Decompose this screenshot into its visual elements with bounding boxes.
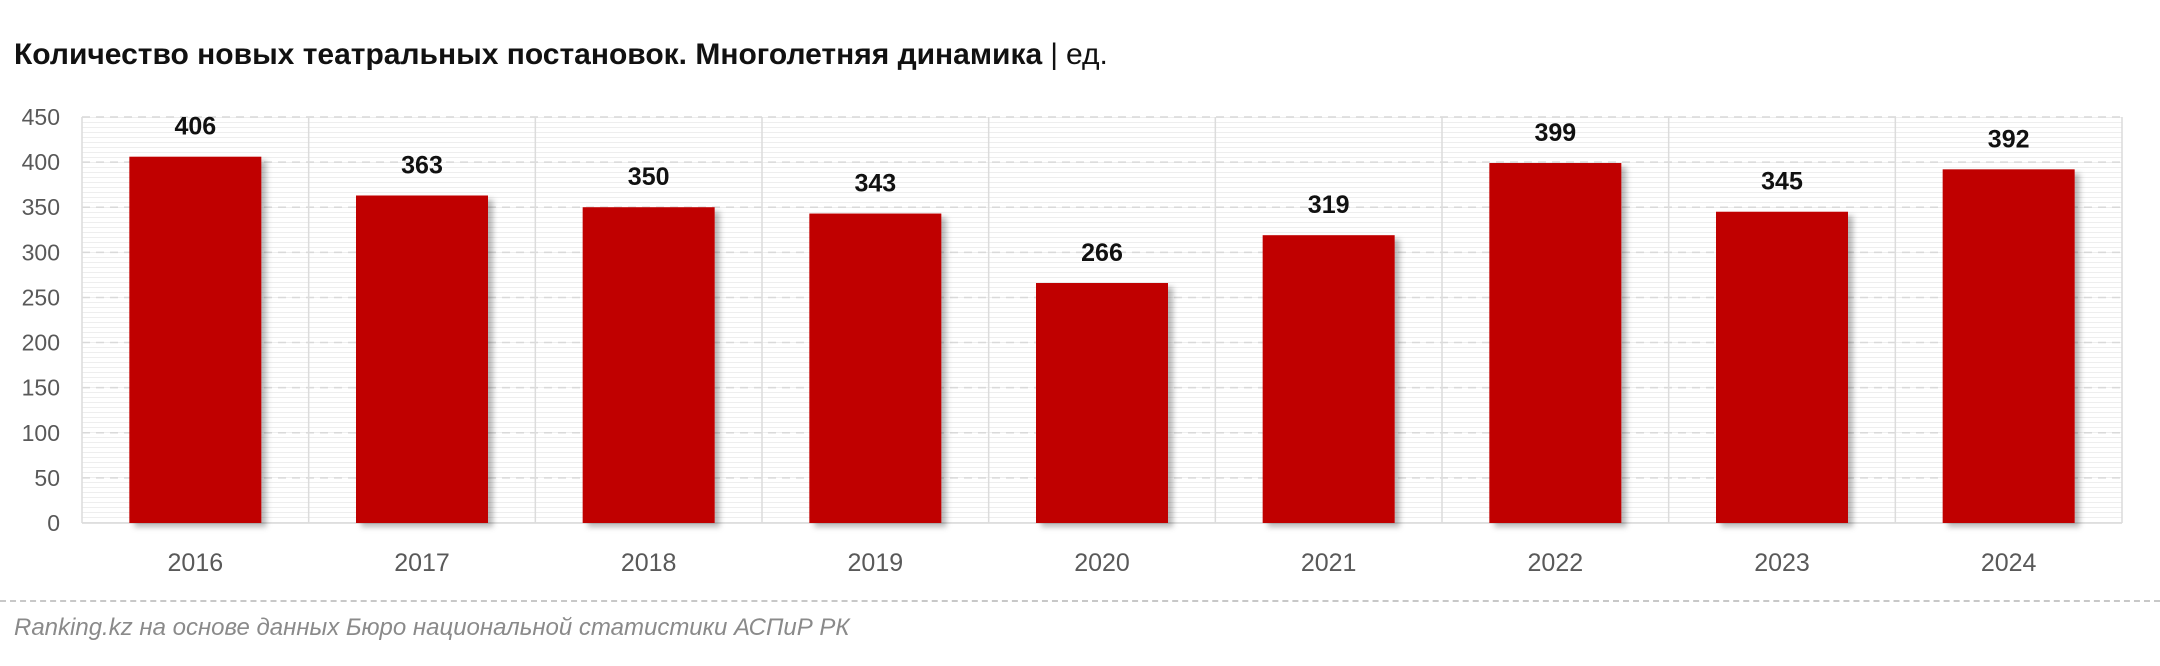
x-tick-label-2020: 2020: [1074, 549, 1130, 577]
bar-chart: 0 50 100 150 200 250 300 350 400 450 406 363 350 343…: [22, 104, 2123, 577]
y-tick-label: 400: [22, 149, 60, 175]
source-note: Ranking.kz на основе данных Бюро национа…: [14, 614, 850, 641]
chart-title-main: Количество новых театральных постановок.…: [14, 38, 1043, 71]
chart-title-unit: ед.: [1066, 38, 1108, 71]
y-axis: 0 50 100 150 200 250 300 350 400 450: [22, 104, 60, 536]
x-tick-label-2018: 2018: [621, 549, 677, 577]
data-label-2022: 399: [1534, 119, 1576, 147]
x-tick-label-2023: 2023: [1754, 549, 1810, 577]
y-tick-label: 200: [22, 330, 60, 356]
data-label-2020: 266: [1081, 239, 1123, 267]
y-tick-label: 150: [22, 375, 60, 401]
data-label-2016: 406: [174, 113, 216, 141]
y-tick-label: 350: [22, 194, 60, 220]
chart-title: Количество новых театральных постановок.…: [14, 38, 1108, 72]
data-label-2017: 363: [401, 151, 443, 179]
data-label-2019: 343: [854, 170, 896, 198]
bar-2023: [1716, 211, 1848, 523]
x-axis: 2016 2017 2018 2019 2020 2021 2022 2023 2024: [168, 549, 2037, 577]
bar-2022: [1489, 163, 1622, 523]
bar-2017: [356, 195, 488, 523]
y-tick-label: 250: [22, 284, 60, 310]
bar-2016: [129, 156, 262, 523]
title-separator: |: [1050, 38, 1058, 71]
bar-2021: [1262, 235, 1395, 524]
y-tick-label: 0: [47, 510, 60, 536]
x-tick-label-2022: 2022: [1528, 549, 1584, 577]
y-tick-label: 50: [34, 465, 60, 491]
x-tick-label-2016: 2016: [168, 549, 224, 577]
source-divider: [0, 600, 2160, 602]
bars: 406 363 350 343 266 319 399 345 392: [129, 113, 2075, 524]
x-tick-label-2024: 2024: [1981, 549, 2037, 577]
bar-2018: [582, 207, 715, 523]
data-label-2018: 350: [628, 163, 670, 191]
x-tick-label-2017: 2017: [394, 549, 450, 577]
bar-2019: [809, 213, 942, 523]
bar-2020: [1036, 283, 1168, 523]
x-tick-label-2021: 2021: [1301, 549, 1357, 577]
bar-2024: [1942, 169, 2075, 523]
data-label-2024: 392: [1988, 125, 2030, 153]
y-tick-label: 450: [22, 104, 60, 130]
data-label-2021: 319: [1308, 191, 1350, 219]
x-tick-label-2019: 2019: [848, 549, 904, 577]
y-tick-label: 100: [22, 420, 60, 446]
data-label-2023: 345: [1761, 168, 1803, 196]
y-tick-label: 300: [22, 239, 60, 265]
